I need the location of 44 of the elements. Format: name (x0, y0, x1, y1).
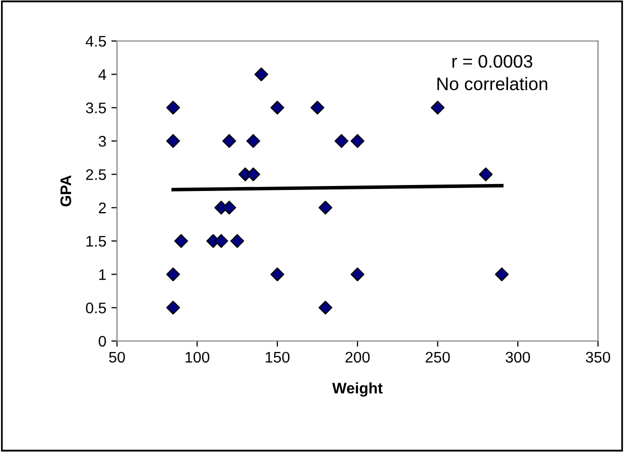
point (478, 167, 493, 182)
x-tick-label: 200 (346, 352, 370, 363)
y-tick-label: 0.5 (86, 302, 106, 314)
point (166, 300, 180, 315)
annotation: r = 0.0003 (452, 54, 532, 68)
y-tick-label: 2.5 (86, 169, 106, 180)
point (310, 100, 324, 115)
y-tick-label: 3 (98, 136, 106, 147)
y-axis-title: GPA (60, 175, 72, 206)
x-tick-label: 50 (109, 352, 125, 363)
point (174, 234, 188, 248)
point (430, 100, 445, 115)
x-axis-title: Weight (332, 382, 383, 397)
point (318, 300, 332, 315)
point (254, 67, 268, 82)
point (230, 234, 244, 248)
point (270, 100, 284, 115)
point (246, 167, 260, 182)
point (166, 134, 180, 148)
y-tick-label: 0 (98, 336, 106, 347)
point (166, 100, 180, 115)
x-tick-label: 350 (586, 352, 610, 363)
point (246, 134, 260, 148)
point (222, 134, 236, 148)
point (318, 200, 332, 215)
point (166, 267, 180, 282)
y-tick-label: 4 (98, 69, 106, 80)
point (214, 234, 228, 248)
x-tick-label: 150 (266, 352, 290, 363)
y-tick-label: 3.5 (86, 102, 106, 114)
point (494, 267, 509, 282)
x-tick-label: 250 (426, 352, 450, 363)
point (334, 134, 348, 148)
y-tick-label: 1 (99, 269, 106, 280)
point (270, 267, 284, 282)
y-tick-label: 2 (98, 202, 106, 214)
point (222, 200, 236, 215)
point (350, 267, 364, 282)
y-tick-label: 1.5 (86, 236, 106, 247)
annotation: No correlation (437, 77, 548, 90)
x-tick-label: 300 (506, 352, 530, 363)
x-tick-label: 100 (186, 352, 210, 363)
y-tick-label: 4.5 (86, 36, 106, 47)
point (350, 134, 364, 148)
